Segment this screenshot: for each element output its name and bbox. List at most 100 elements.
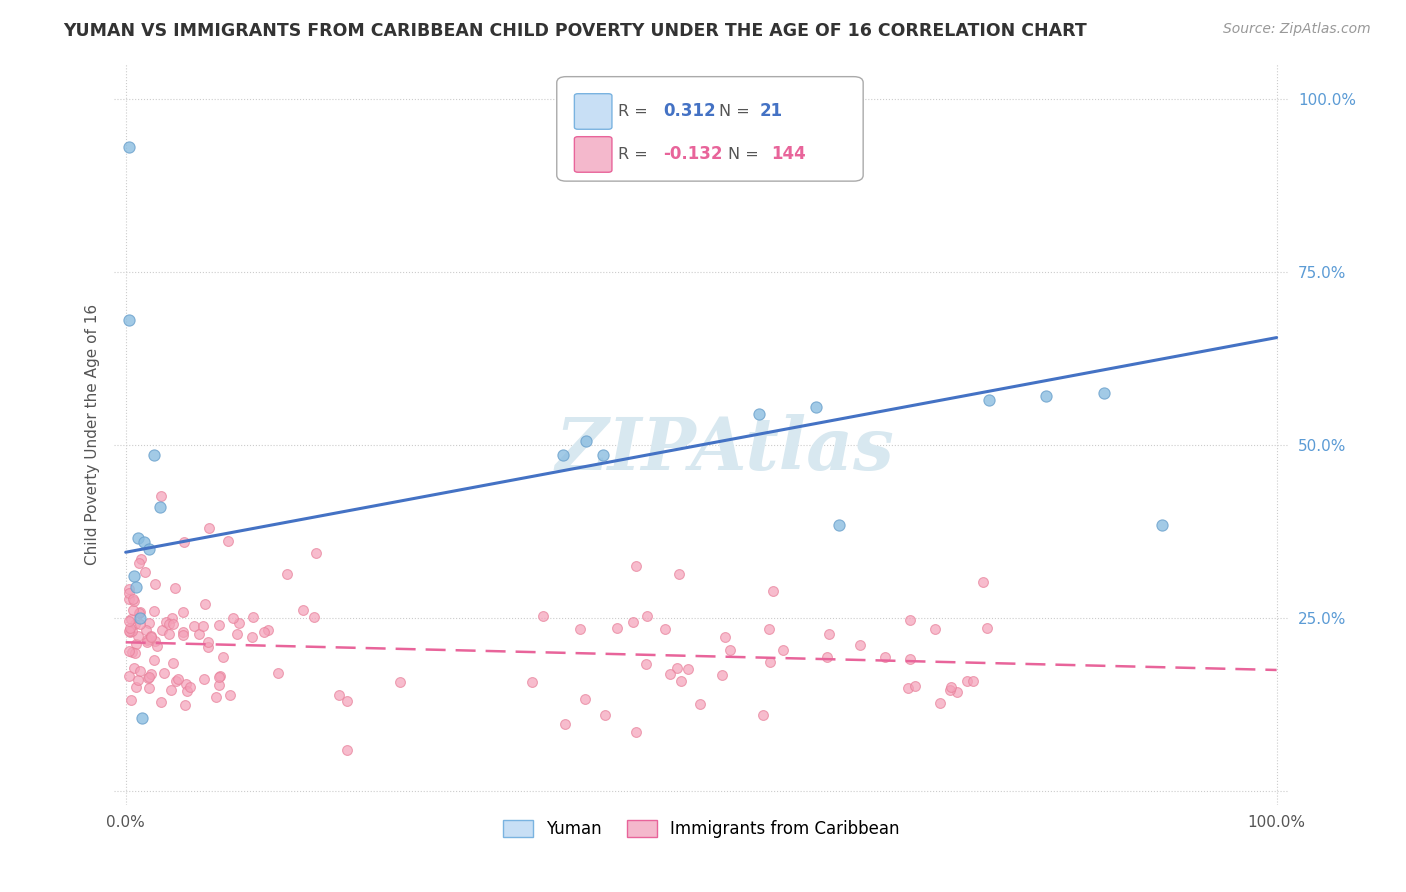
Point xyxy=(143,448,166,462)
Point xyxy=(118,669,141,683)
Point xyxy=(198,521,221,535)
Point xyxy=(956,673,979,688)
Point xyxy=(124,617,146,632)
Point xyxy=(166,672,188,686)
Point xyxy=(1092,386,1115,401)
Point xyxy=(162,656,184,670)
Point xyxy=(575,434,598,449)
Point xyxy=(165,581,187,595)
Point xyxy=(139,629,162,643)
Point xyxy=(122,569,145,583)
Point xyxy=(145,633,167,648)
Point xyxy=(135,635,157,649)
Point xyxy=(593,708,616,723)
Point xyxy=(554,717,576,731)
Point xyxy=(129,552,152,566)
Point xyxy=(193,619,215,633)
Text: R =: R = xyxy=(617,147,652,162)
Point xyxy=(136,633,159,648)
Point xyxy=(127,673,149,688)
Point xyxy=(122,594,145,608)
Point xyxy=(208,670,231,684)
Point xyxy=(962,673,984,688)
Point xyxy=(209,669,232,683)
Point xyxy=(176,684,198,698)
Point xyxy=(118,591,141,606)
Point xyxy=(336,694,359,708)
Point xyxy=(118,624,141,639)
Point xyxy=(172,605,194,619)
Point xyxy=(128,617,150,632)
Point xyxy=(806,400,828,414)
Point xyxy=(139,667,162,681)
Point xyxy=(898,613,921,627)
Point xyxy=(938,682,960,697)
Point xyxy=(135,623,157,637)
Point xyxy=(636,608,658,623)
FancyBboxPatch shape xyxy=(575,136,612,172)
Point xyxy=(128,606,150,620)
Point xyxy=(162,616,184,631)
Point xyxy=(752,708,775,723)
Point xyxy=(173,625,195,640)
Point xyxy=(336,742,359,756)
Point xyxy=(138,632,160,646)
Point xyxy=(669,673,692,688)
Point xyxy=(897,681,920,696)
Point xyxy=(1035,389,1057,403)
Point xyxy=(668,566,690,581)
Point xyxy=(520,675,543,690)
Point xyxy=(157,616,180,631)
Point xyxy=(221,610,243,624)
Point xyxy=(138,681,160,696)
Text: YUMAN VS IMMIGRANTS FROM CARIBBEAN CHILD POVERTY UNDER THE AGE OF 16 CORRELATION: YUMAN VS IMMIGRANTS FROM CARIBBEAN CHILD… xyxy=(63,22,1087,40)
Point xyxy=(197,640,219,654)
Point xyxy=(150,489,173,503)
Point xyxy=(574,692,596,706)
Point xyxy=(120,693,142,707)
Point xyxy=(138,541,160,556)
Point xyxy=(292,603,315,617)
Point xyxy=(122,603,145,617)
Point xyxy=(208,678,231,692)
Point xyxy=(219,688,242,702)
Point xyxy=(121,645,143,659)
Point xyxy=(1150,517,1173,532)
Point xyxy=(139,630,162,644)
FancyBboxPatch shape xyxy=(575,94,612,129)
Point xyxy=(253,624,276,639)
Point xyxy=(128,665,150,679)
Point xyxy=(118,614,141,628)
Point xyxy=(179,681,201,695)
Point xyxy=(903,680,925,694)
Text: 144: 144 xyxy=(772,145,807,163)
Point xyxy=(143,577,166,591)
Point xyxy=(817,627,839,641)
Point xyxy=(136,671,159,685)
Point xyxy=(977,392,1000,407)
Text: N =: N = xyxy=(728,147,763,162)
Point xyxy=(174,698,197,712)
Point xyxy=(142,653,165,667)
Point xyxy=(124,646,146,660)
Point xyxy=(276,566,298,581)
Point xyxy=(208,618,231,632)
Text: ZIPAtlas: ZIPAtlas xyxy=(555,414,894,485)
Point xyxy=(131,711,153,725)
Point xyxy=(150,695,173,709)
Point xyxy=(183,619,205,633)
Point xyxy=(772,643,794,657)
Y-axis label: Child Poverty Under the Age of 16: Child Poverty Under the Age of 16 xyxy=(86,304,100,566)
Point xyxy=(266,666,288,681)
Point xyxy=(132,534,155,549)
Point xyxy=(118,621,141,635)
Point xyxy=(193,672,215,686)
Point xyxy=(592,448,614,462)
Point xyxy=(689,697,711,711)
Point xyxy=(328,688,350,702)
Point xyxy=(118,582,141,596)
Point xyxy=(551,448,574,462)
Point xyxy=(118,625,141,640)
Point xyxy=(160,611,183,625)
Point xyxy=(302,610,325,624)
